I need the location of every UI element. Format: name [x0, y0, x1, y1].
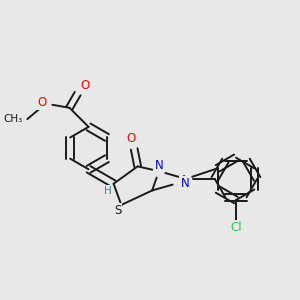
Text: N: N: [154, 159, 163, 172]
Text: O: O: [126, 132, 136, 145]
Text: S: S: [114, 204, 121, 217]
Text: O: O: [37, 96, 46, 109]
Text: N: N: [181, 177, 189, 190]
Text: O: O: [80, 79, 89, 92]
Text: Cl: Cl: [230, 220, 242, 234]
Text: H: H: [104, 186, 112, 197]
Text: CH₃: CH₃: [3, 114, 22, 124]
